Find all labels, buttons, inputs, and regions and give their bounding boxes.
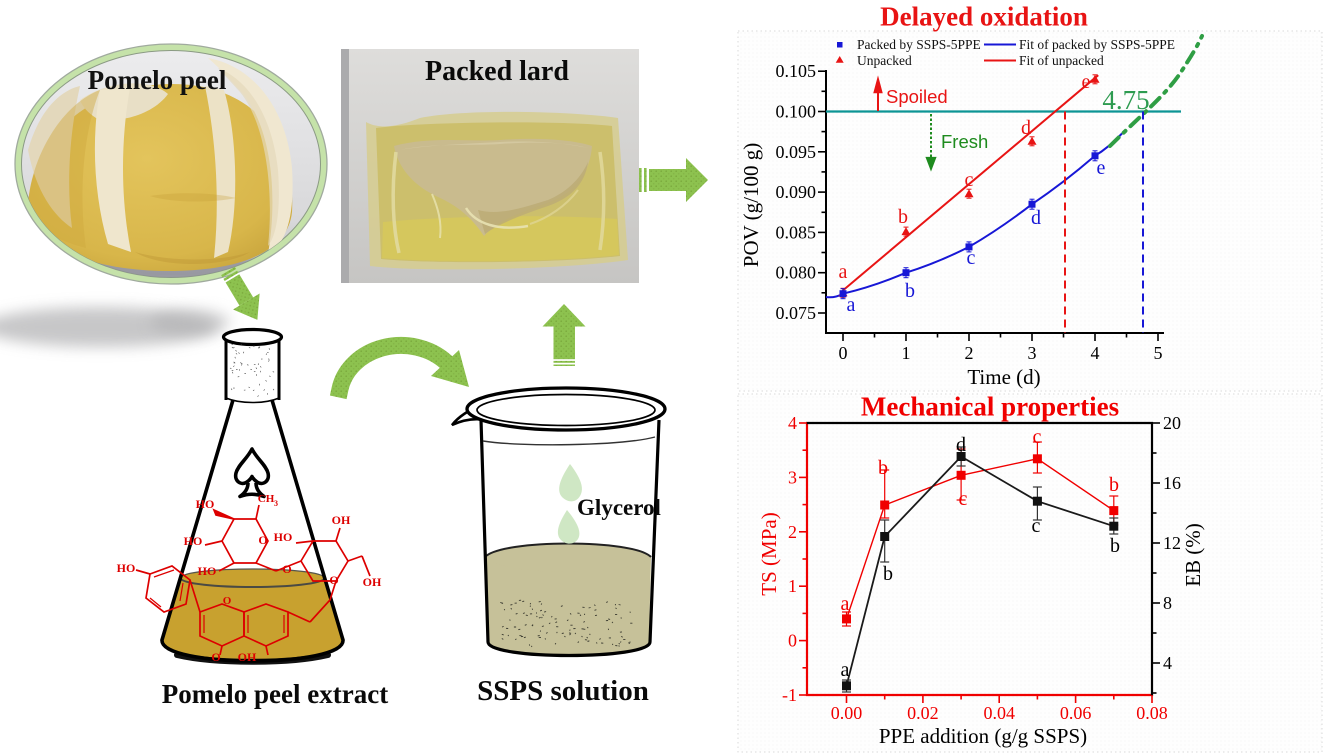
svg-text:4: 4 (1163, 653, 1172, 673)
svg-text:0.06: 0.06 (1060, 703, 1092, 723)
svg-text:4: 4 (1091, 343, 1100, 363)
svg-text:Unpacked: Unpacked (857, 53, 912, 68)
svg-text:SSPS solution: SSPS solution (477, 675, 649, 707)
svg-text:O: O (282, 562, 291, 576)
svg-text:-1: -1 (782, 685, 797, 705)
svg-text:12: 12 (1163, 533, 1181, 553)
svg-text:4: 4 (788, 413, 797, 433)
svg-text:b: b (898, 206, 908, 228)
svg-text:b: b (878, 457, 888, 479)
svg-text:Fit of packed by SSPS-5PPE: Fit of packed by SSPS-5PPE (1019, 37, 1175, 52)
svg-text:16: 16 (1163, 473, 1181, 493)
svg-text:d: d (956, 434, 966, 456)
svg-text:0: 0 (839, 343, 848, 363)
svg-text:b: b (905, 280, 915, 302)
svg-text:HO: HO (184, 534, 203, 548)
svg-text:b: b (883, 563, 893, 585)
svg-text:a: a (839, 261, 848, 283)
svg-text:a: a (841, 659, 850, 681)
svg-text:2: 2 (965, 343, 974, 363)
svg-text:0.100: 0.100 (776, 102, 817, 122)
svg-text:HO: HO (274, 530, 293, 544)
svg-text:3: 3 (1028, 343, 1037, 363)
svg-text:HO: HO (196, 497, 215, 511)
svg-text:0.080: 0.080 (776, 263, 817, 283)
svg-text:a: a (841, 593, 850, 615)
svg-text:0.075: 0.075 (776, 303, 817, 323)
svg-text:0.04: 0.04 (984, 703, 1016, 723)
svg-text:Packed lard: Packed lard (425, 56, 569, 87)
svg-text:c: c (1032, 515, 1041, 537)
svg-text:OH: OH (238, 650, 257, 664)
svg-text:Spoiled: Spoiled (886, 86, 948, 107)
svg-text:PPE addition (g/g SSPS): PPE addition (g/g SSPS) (879, 724, 1087, 748)
svg-text:1: 1 (902, 343, 911, 363)
svg-text:0.085: 0.085 (776, 222, 817, 242)
svg-text:3: 3 (788, 467, 797, 487)
svg-text:HO: HO (117, 561, 136, 575)
svg-text:0.00: 0.00 (831, 703, 863, 723)
svg-text:OH: OH (332, 513, 351, 527)
svg-text:Glycerol: Glycerol (577, 495, 661, 520)
svg-text:c: c (959, 488, 968, 510)
svg-text:0.105: 0.105 (776, 61, 817, 81)
svg-text:TS (MPa): TS (MPa) (757, 512, 781, 595)
svg-text:0.02: 0.02 (907, 703, 939, 723)
svg-text:Pomelo peel: Pomelo peel (88, 65, 227, 95)
svg-text:4.75: 4.75 (1102, 85, 1149, 115)
svg-text:0: 0 (788, 631, 797, 651)
svg-text:8: 8 (1163, 593, 1172, 613)
svg-text:5: 5 (1154, 343, 1163, 363)
svg-text:Time (d): Time (d) (967, 365, 1040, 389)
svg-text:CH: CH (258, 493, 275, 505)
svg-text:b: b (1110, 535, 1120, 557)
svg-text:2: 2 (788, 522, 797, 542)
svg-text:Mechanical properties: Mechanical properties (861, 392, 1119, 422)
svg-text:POV (g/100 g): POV (g/100 g) (739, 143, 763, 267)
svg-text:3: 3 (274, 499, 278, 508)
svg-text:b: b (1109, 474, 1119, 496)
svg-text:e: e (1097, 157, 1106, 179)
svg-text:O: O (223, 595, 232, 607)
svg-text:Fresh: Fresh (941, 131, 988, 152)
svg-text:1: 1 (788, 576, 797, 596)
svg-text:d: d (1021, 117, 1031, 139)
svg-text:c: c (1033, 426, 1042, 448)
svg-text:Pomelo peel extract: Pomelo peel extract (162, 679, 388, 709)
svg-text:OH: OH (363, 575, 382, 589)
svg-text:Fit of unpacked: Fit of unpacked (1019, 53, 1104, 68)
svg-text:c: c (967, 247, 976, 269)
svg-text:e: e (1082, 71, 1091, 93)
svg-text:c: c (965, 169, 974, 191)
svg-text:EB (%): EB (%) (1181, 523, 1205, 587)
svg-text:20: 20 (1163, 413, 1181, 433)
svg-text:Delayed oxidation: Delayed oxidation (880, 2, 1088, 32)
svg-text:d: d (1031, 207, 1041, 229)
svg-text:HO: HO (198, 564, 217, 578)
svg-text:O: O (258, 533, 267, 547)
svg-text:a: a (847, 294, 856, 316)
svg-text:0.095: 0.095 (776, 142, 817, 162)
svg-text:Packed by SSPS-5PPE: Packed by SSPS-5PPE (857, 37, 981, 52)
svg-text:O: O (211, 650, 220, 664)
svg-text:O: O (329, 573, 338, 587)
svg-text:0.090: 0.090 (776, 182, 817, 202)
svg-text:0.08: 0.08 (1136, 703, 1168, 723)
